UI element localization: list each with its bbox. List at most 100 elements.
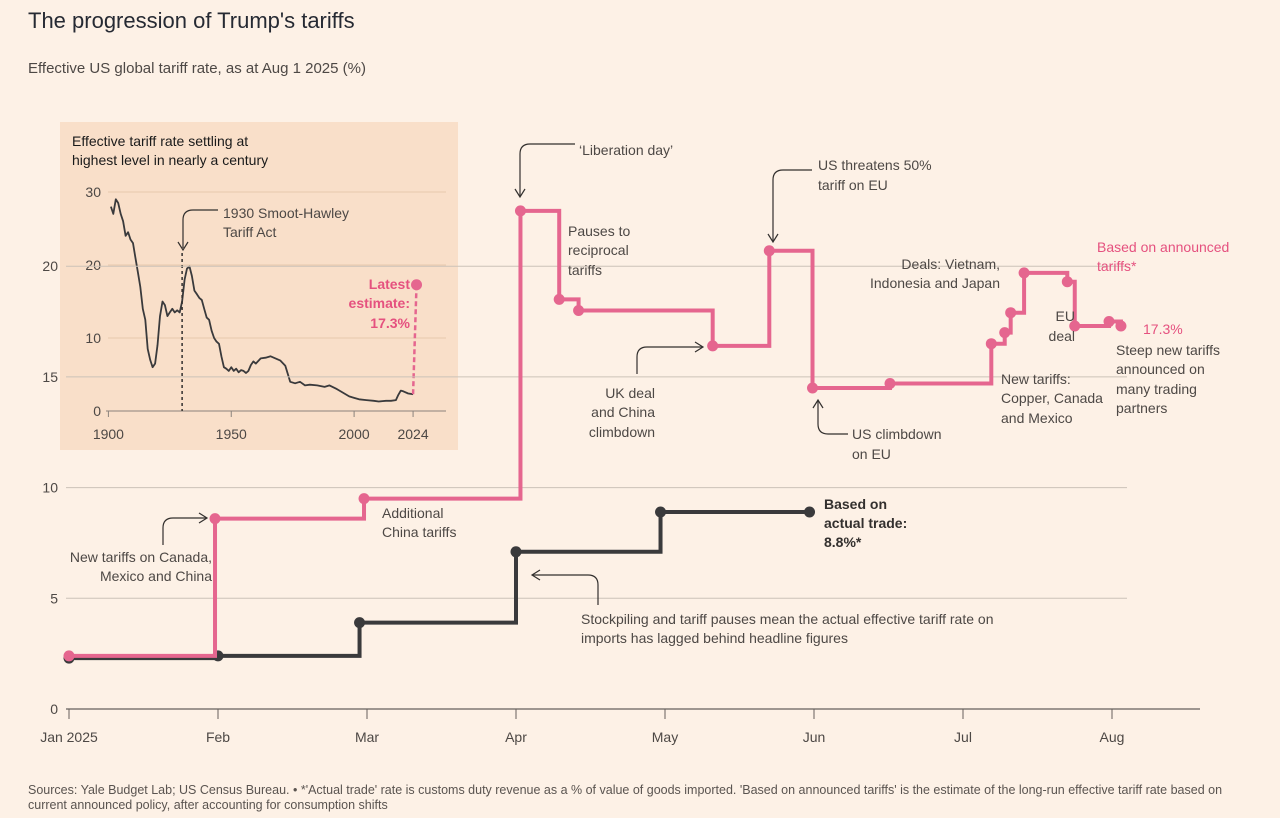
series-marker-announced-0 <box>63 650 75 662</box>
latest-estimate-line-1: Latest <box>369 276 411 292</box>
series-marker-announced-15 <box>1069 320 1081 332</box>
deals-label-1: Deals: Vietnam, <box>901 256 1000 272</box>
series-marker-announced-10 <box>985 338 997 350</box>
inset-background <box>60 122 458 450</box>
stockpiling-label-1: Stockpiling and tariff pauses mean the a… <box>581 611 993 627</box>
us-threatens-label-1: US threatens 50% <box>818 157 932 173</box>
series-marker-announced-17 <box>1115 320 1127 332</box>
series-marker-announced-1 <box>209 513 221 525</box>
footer-sources: Sources: Yale Budget Lab; US Census Bure… <box>28 783 1223 812</box>
series-marker-announced-11 <box>999 327 1011 339</box>
inset-y-tick-label-0: 0 <box>93 403 101 419</box>
series-marker-announced-4 <box>553 293 565 305</box>
based-on-announced-label-1: Based on announced <box>1097 239 1229 255</box>
y-tick-label-10: 10 <box>42 480 58 496</box>
liberation-day-arrow-head <box>514 188 526 199</box>
value-17-3-label: 17.3% <box>1143 321 1183 337</box>
inset-y-tick-label-10: 10 <box>85 330 101 346</box>
annotation-arrows <box>162 143 848 605</box>
inset-y-tick-label-20: 20 <box>85 257 101 273</box>
smoot-hawley-annotation: 1930 Smoot-Hawley Tariff Act <box>177 205 349 252</box>
latest-estimate-line-2: estimate: <box>349 295 410 311</box>
us-climbdown-arrow <box>817 401 848 435</box>
series-marker-announced-5 <box>573 304 585 316</box>
new-tariffs-canada-arrow-head <box>198 512 209 524</box>
stockpiling-arrow-head <box>530 569 541 581</box>
series-marker-announced-2 <box>358 493 370 505</box>
smoot-hawley-line-2: Tariff Act <box>223 224 277 240</box>
inset-title-line-1: Effective tariff rate settling at <box>72 133 248 149</box>
uk-deal-arrow <box>636 346 702 374</box>
y-tick-label-20: 20 <box>42 258 58 274</box>
us-climbdown-label-2: on EU <box>852 446 891 462</box>
new-tariffs-canada-label-2: Mexico and China <box>100 568 212 584</box>
uk-deal-arrow-head <box>694 341 705 353</box>
series-marker-announced-6 <box>707 340 719 352</box>
additional-china-label-1: Additional <box>382 505 444 521</box>
steep-label-1: Steep new tariffs <box>1116 342 1220 358</box>
inset-y-tick-label-30: 30 <box>85 184 101 200</box>
chart-title: The progression of Trump's tariffs <box>28 8 355 33</box>
inset-axes: 0 10 20 30 1900 1950 2000 2024 <box>85 184 446 442</box>
liberation-day-label: ‘Liberation day’ <box>579 142 673 158</box>
smoot-hawley-arrow <box>182 209 218 248</box>
new-tariffs-copper-label-2: Copper, Canada <box>1001 390 1103 406</box>
series-marker-actual-3 <box>510 546 522 558</box>
new-tariffs-canada-label-1: New tariffs on Canada, <box>70 549 212 565</box>
pauses-label-3: tariffs <box>568 262 602 278</box>
based-on-announced-label-2: tariffs* <box>1097 258 1137 274</box>
x-tick-label-4: May <box>652 729 678 745</box>
inset-x-tick-label-1950: 1950 <box>216 426 247 442</box>
series-marker-announced-14 <box>1061 276 1073 288</box>
inset-series <box>110 198 423 403</box>
x-tick-label-5: Jun <box>803 729 826 745</box>
pauses-label-2: reciprocal <box>568 242 629 258</box>
y-tick-label-5: 5 <box>50 590 58 606</box>
us-threatens-label-2: tariff on EU <box>818 177 888 193</box>
inset-x-tick-label-1900: 1900 <box>93 426 124 442</box>
eu-deal-label-2: deal <box>1049 328 1075 344</box>
uk-deal-label-1: UK deal <box>605 385 655 401</box>
series-marker-announced-3 <box>514 205 526 217</box>
series-marker-actual-5 <box>804 506 816 518</box>
inset-title-line-2: highest level in nearly a century <box>72 152 268 168</box>
latest-estimate-annotation: Latest estimate: 17.3% <box>349 276 411 331</box>
annotations: ‘Liberation day’ Pauses to reciprocal ta… <box>70 142 1230 646</box>
series-marker-announced-7 <box>763 245 775 257</box>
liberation-day-arrow <box>519 143 575 196</box>
smoot-hawley-arrow-head <box>177 241 189 252</box>
inset-x-tick-label-2024: 2024 <box>397 426 428 442</box>
y-tick-label-15: 15 <box>42 369 58 385</box>
uk-deal-label-3: climbdown <box>589 424 655 440</box>
uk-deal-label-2: and China <box>591 404 655 420</box>
eu-deal-label-1: EU <box>1056 308 1075 324</box>
series-marker-actual-4 <box>655 506 667 518</box>
x-tick-label-3: Apr <box>505 729 527 745</box>
based-on-actual-label-3: 8.8%* <box>824 534 862 550</box>
new-tariffs-copper-label-1: New tariffs: <box>1001 371 1071 387</box>
latest-estimate-line-3: 17.3% <box>370 315 410 331</box>
stockpiling-arrow <box>533 574 599 605</box>
inset-x-tick-label-2000: 2000 <box>339 426 370 442</box>
x-tick-label-0: Jan 2025 <box>40 729 98 745</box>
main-series <box>63 205 1127 664</box>
us-threatens-arrow-head <box>767 233 779 244</box>
steep-label-3: many trading <box>1116 381 1197 397</box>
x-tick-label-1: Feb <box>206 729 230 745</box>
based-on-actual-label-1: Based on <box>824 496 887 512</box>
x-tick-label-6: Jul <box>954 729 972 745</box>
pauses-label-1: Pauses to <box>568 223 630 239</box>
deals-label-2: Indonesia and Japan <box>870 275 1000 291</box>
chart-subtitle: Effective US global tariff rate, as at A… <box>28 60 366 77</box>
main-grid <box>66 265 1127 599</box>
smoot-hawley-line-1: 1930 Smoot-Hawley <box>223 205 349 221</box>
based-on-actual-label-2: actual trade: <box>824 515 907 531</box>
inset-title: Effective tariff rate settling at highes… <box>72 133 268 168</box>
inset-history-line <box>110 198 414 403</box>
series-marker-announced-16 <box>1103 316 1115 328</box>
steep-label-4: partners <box>1116 400 1167 416</box>
inset-grid <box>108 191 446 339</box>
us-threatens-arrow <box>772 169 812 241</box>
series-marker-announced-8 <box>807 382 819 394</box>
